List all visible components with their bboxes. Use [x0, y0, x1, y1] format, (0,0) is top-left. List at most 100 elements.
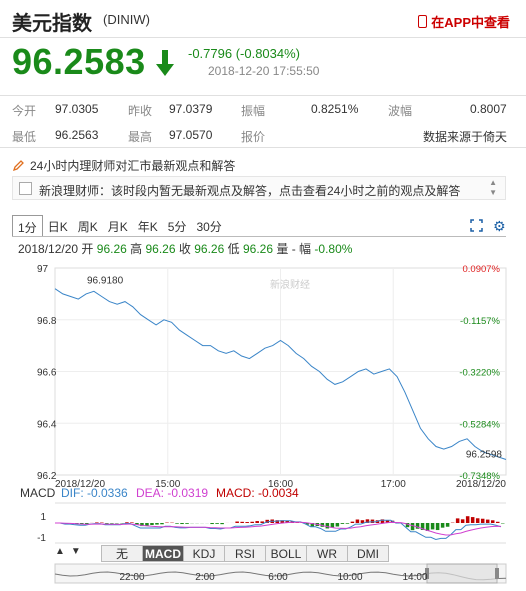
stat-value-range: 0.8007: [470, 102, 507, 116]
tab-day[interactable]: 日K: [47, 220, 68, 234]
macd-bar: [370, 519, 375, 523]
x-tick-label: 2018/12/20: [55, 479, 105, 490]
info-low: 96.26: [242, 242, 273, 256]
y-tick-label: 97: [37, 264, 49, 275]
stat-value-prev-close: 97.0379: [169, 102, 213, 116]
stats-table: 今开 97.0305 昨收 97.0379 振幅 0.8251% 波幅 0.80…: [0, 95, 526, 148]
gear-icon[interactable]: ⚙: [493, 218, 506, 234]
macd-bar: [440, 523, 445, 528]
macd-dea: DEA: -0.0319: [136, 486, 208, 500]
tab-30min[interactable]: 30分: [196, 220, 222, 234]
navigator-window[interactable]: [426, 563, 498, 584]
news-heading[interactable]: 24小时内理财师对汇市最新观点和解答: [12, 157, 235, 174]
tab-year[interactable]: 年K: [137, 220, 158, 234]
tab-5min[interactable]: 5分: [167, 220, 187, 234]
macd-bar: [435, 523, 440, 531]
macd-bar: [140, 523, 144, 527]
tab-week[interactable]: 周K: [77, 220, 98, 234]
indicator-wr[interactable]: WR: [306, 545, 348, 562]
info-date: 2018/12/20: [18, 242, 79, 256]
macd-bar: [460, 519, 465, 523]
right-tick-label: -0.7348%: [459, 471, 500, 482]
tab-month[interactable]: 月K: [107, 220, 128, 234]
info-high: 96.26: [145, 242, 176, 256]
info-open: 96.26: [96, 242, 127, 256]
indicator-boll[interactable]: BOLL: [265, 545, 307, 562]
macd-bar: [335, 523, 340, 527]
header-bar: 美元指数 (DINIW) 在APP中查看: [0, 0, 526, 38]
macd-bar: [465, 516, 470, 523]
scroll-down-icon[interactable]: ▼: [489, 188, 497, 197]
plot-border: [54, 267, 507, 476]
indicator-macd[interactable]: MACD: [142, 545, 184, 562]
info-amp: -0.80%: [314, 242, 353, 256]
macd-bar: [240, 521, 244, 523]
phone-icon: [418, 15, 428, 28]
macd-bar: [75, 523, 79, 525]
navigator-tick-label: 6:00: [268, 572, 288, 583]
navigator-left-handle[interactable]: [425, 568, 429, 579]
macd-bar: [480, 518, 485, 523]
down-arrow-icon: [156, 50, 174, 76]
macd-bar: [425, 523, 430, 532]
macd-bar: [305, 523, 310, 525]
macd-bar: [210, 523, 214, 525]
time-navigator[interactable]: 22:00 2:00 6:00 10:00 14:00: [0, 563, 526, 591]
chart-watermark: 新浪财经: [270, 278, 310, 291]
macd-lines: [55, 519, 502, 541]
fullscreen-icon[interactable]: [470, 219, 483, 232]
right-axis-ticks: 0.0907% -0.1157% -0.3220% -0.5284% -0.7348%: [459, 264, 500, 482]
stat-label-high: 最高: [128, 130, 153, 144]
chart-grid: [54, 267, 507, 476]
stat-label-prev-close: 昨收: [128, 104, 153, 118]
stat-value-high: 97.0570: [169, 128, 213, 142]
macd-bar: [485, 519, 490, 523]
prev-indicator-icon[interactable]: ▲: [55, 546, 65, 557]
navigator-tick-label: 2:00: [195, 572, 215, 583]
macd-value: MACD: -0.0034: [216, 486, 299, 500]
next-indicator-icon[interactable]: ▼: [70, 546, 81, 557]
scroll-up-icon[interactable]: ▲: [489, 178, 497, 187]
tabs-divider: [12, 236, 506, 237]
news-item[interactable]: 新浪理财师：该时段内暂无最新观点及解答，点击查看24小时之前的观点及解答 ▲ ▼: [12, 176, 506, 200]
macd-bar: [270, 519, 274, 523]
open-in-app-link[interactable]: 在APP中查看: [418, 12, 510, 31]
right-tick-label: -0.5284%: [459, 419, 500, 430]
macd-bar: [275, 520, 279, 523]
tab-1min[interactable]: 1分: [12, 215, 43, 237]
macd-bar: [65, 523, 69, 524]
advisor-icon: [19, 182, 32, 195]
indicator-none[interactable]: 无: [101, 545, 143, 562]
macd-bar: [330, 523, 335, 528]
macd-bar: [235, 521, 239, 523]
macd-dif: DIF: -0.0336: [61, 486, 128, 500]
macd-bar: [255, 521, 259, 523]
macd-bar: [375, 520, 380, 523]
navigator-right-handle[interactable]: [495, 568, 499, 579]
macd-bar: [125, 522, 129, 523]
x-tick-label: 2018/12/20: [456, 479, 506, 490]
macd-bar: [475, 518, 480, 523]
current-price: 96.2583: [12, 41, 146, 82]
dea-line: [55, 521, 502, 536]
macd-bar: [385, 520, 390, 523]
macd-bar: [265, 519, 269, 523]
macd-bar: [470, 517, 475, 523]
macd-bar: [415, 523, 420, 529]
stat-label-range: 波幅: [388, 104, 413, 118]
section-divider: [0, 147, 526, 148]
macd-bar: [430, 523, 435, 530]
navigator-tick-label: 10:00: [337, 572, 362, 583]
right-tick-label: 0.0907%: [462, 264, 500, 275]
indicator-kdj[interactable]: KDJ: [183, 545, 225, 562]
indicator-dmi[interactable]: DMI: [347, 545, 389, 562]
y-tick-label: 96.8: [37, 316, 57, 327]
macd-label: MACD: [20, 486, 56, 500]
news-scroll-control[interactable]: ▲ ▼: [489, 178, 497, 198]
macd-bar: [245, 522, 249, 523]
indicator-arrows: ▲ ▼: [55, 546, 81, 557]
indicator-rsi[interactable]: RSI: [224, 545, 266, 562]
macd-bar: [410, 523, 415, 531]
navigator-tick-label: 22:00: [119, 572, 144, 583]
right-tick-label: -0.3220%: [459, 368, 500, 379]
